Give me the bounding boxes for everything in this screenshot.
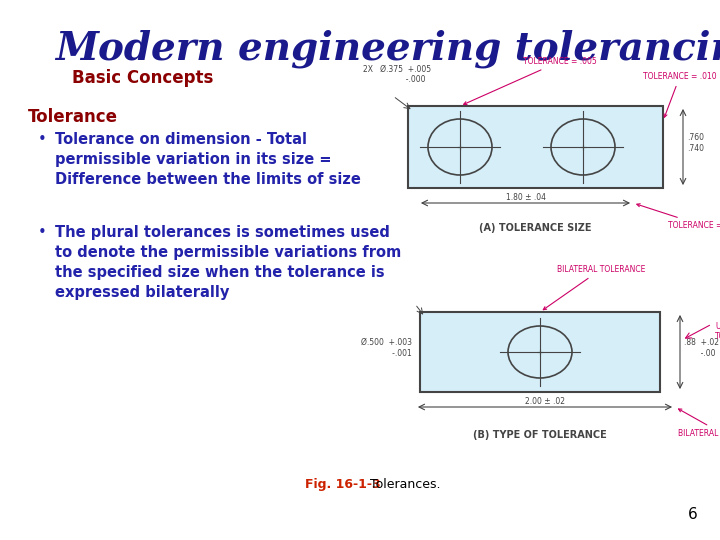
Text: to denote the permissible variations from: to denote the permissible variations fro… (55, 245, 401, 260)
Text: (A) TOLERANCE SIZE: (A) TOLERANCE SIZE (480, 223, 592, 233)
Text: (B) TYPE OF TOLERANCE: (B) TYPE OF TOLERANCE (473, 430, 607, 440)
Text: TOLERANCE = .010: TOLERANCE = .010 (643, 72, 716, 117)
Bar (420, 312, 660, 392)
Text: Basic Concepts: Basic Concepts (72, 69, 213, 87)
Text: Tolerance: Tolerance (28, 108, 118, 126)
Text: 6: 6 (688, 507, 698, 522)
Text: the specified size when the tolerance is: the specified size when the tolerance is (55, 265, 384, 280)
Text: UNILATERAL
TOLERANCE: UNILATERAL TOLERANCE (715, 322, 720, 341)
Text: .760
.740: .760 .740 (687, 133, 704, 153)
Text: BILATERAL TOLERANCE: BILATERAL TOLERANCE (678, 409, 720, 438)
Text: TOLERANCE = .08: TOLERANCE = .08 (636, 204, 720, 230)
Text: Modern engineering tolerancing: Modern engineering tolerancing (55, 30, 720, 69)
Text: Fig. 16-1-3: Fig. 16-1-3 (305, 478, 381, 491)
Bar (408, 106, 663, 188)
Text: Ø.500  +.003
           -.001: Ø.500 +.003 -.001 (361, 338, 412, 357)
Text: TOLERANCE = .005: TOLERANCE = .005 (464, 57, 597, 105)
Text: BILATERAL TOLERANCE: BILATERAL TOLERANCE (544, 265, 645, 310)
Text: •: • (38, 225, 47, 240)
Text: expressed bilaterally: expressed bilaterally (55, 285, 230, 300)
Text: The plural tolerances is sometimes used: The plural tolerances is sometimes used (55, 225, 390, 240)
Text: •: • (38, 132, 47, 147)
Text: Difference between the limits of size: Difference between the limits of size (55, 172, 361, 187)
Text: 2.00 ± .02: 2.00 ± .02 (525, 397, 565, 406)
Text: Tolerance on dimension - Total: Tolerance on dimension - Total (55, 132, 307, 147)
Text: .88  +.02
       -.00: .88 +.02 -.00 (684, 338, 719, 357)
Text: 1.80 ± .04: 1.80 ± .04 (505, 193, 546, 202)
Text: 2X   Ø.375  +.005
                  -.000: 2X Ø.375 +.005 -.000 (363, 65, 431, 84)
Text: Tolerances.: Tolerances. (370, 478, 441, 491)
Text: permissible variation in its size =: permissible variation in its size = (55, 152, 331, 167)
